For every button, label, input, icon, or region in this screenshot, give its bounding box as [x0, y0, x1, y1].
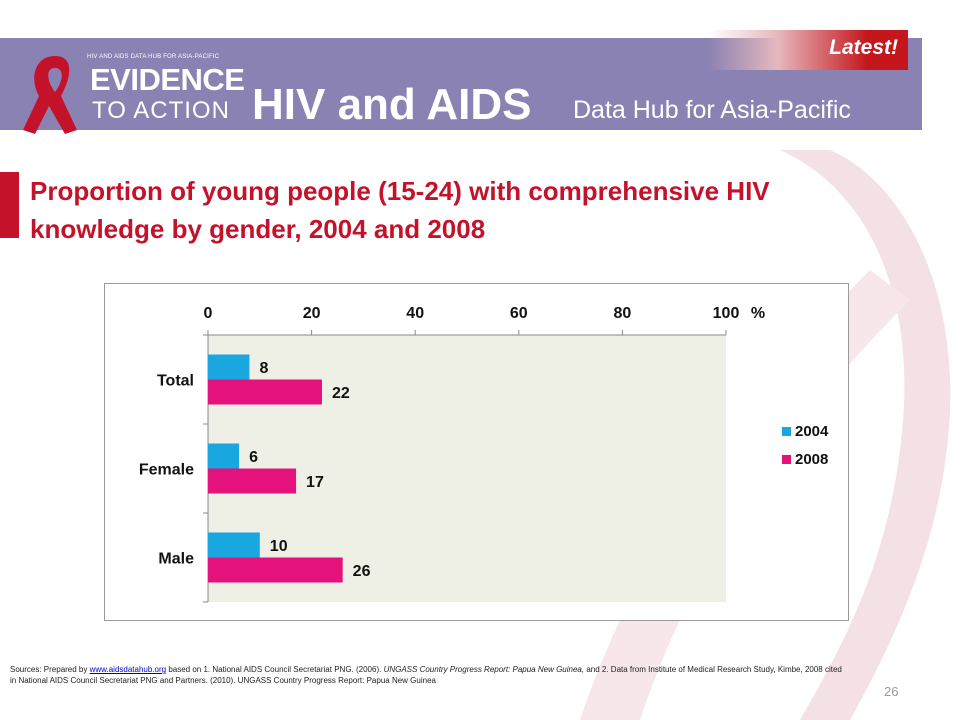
logo-evidence-text: EVIDENCE [90, 62, 245, 97]
bar-2004 [208, 443, 240, 469]
data-label: 10 [270, 538, 288, 555]
x-tick-label: 40 [406, 305, 424, 322]
bar-2008 [208, 468, 297, 494]
sources-text-2: and 2. Data from Institute of Medical Re… [10, 665, 842, 685]
sources-italic-1: UNGASS Country Progress Report: Papua Ne… [383, 665, 585, 674]
sources-link[interactable]: www.aidsdatahub.org [89, 665, 167, 674]
red-ribbon-icon [23, 56, 77, 134]
chart-container: 0 20 40 60 80 100% Total 8 22 Female 6 17 Male 10 26 20… [104, 283, 849, 621]
logo-tagline: HIV AND AIDS DATA HUB FOR ASIA-PACIFIC [87, 54, 220, 60]
latest-badge-label: Latest! [829, 36, 898, 59]
bar-chart: 0 20 40 60 80 100 % Total 8 22 Female 6 17 Male 10 26 20… [139, 305, 829, 603]
evidence-to-action-logo[interactable]: HIV AND AIDS DATA HUB FOR ASIA-PACIFIC E… [15, 44, 245, 134]
page-number: 26 [884, 684, 899, 699]
sources-prefix: Sources: Prepared by [10, 665, 90, 674]
logo-to-action-text: TO ACTION [92, 97, 230, 124]
legend-label: 2008 [795, 451, 828, 468]
x-tick-label: 100 [713, 305, 740, 322]
sources-text-1: based on 1. National AIDS Council Secret… [166, 665, 384, 674]
data-label: 26 [353, 563, 371, 580]
legend-swatch-2004 [782, 427, 791, 436]
latest-badge[interactable]: Latest! [708, 30, 908, 70]
x-tick-label: 20 [303, 305, 321, 322]
category-label: Total [157, 373, 194, 390]
data-label: 22 [332, 385, 350, 402]
bar-2008 [208, 379, 322, 405]
bar-2004 [208, 532, 260, 558]
sources-note: Sources: Prepared by www.aidsdatahub.org… [10, 664, 850, 686]
x-axis-unit: % [751, 305, 765, 322]
site-title: HIV and AIDS [252, 80, 532, 129]
bar-2004 [208, 354, 250, 380]
site-subtitle: Data Hub for Asia-Pacific [573, 96, 851, 124]
category-label: Female [139, 462, 194, 479]
data-label: 6 [249, 449, 258, 466]
x-tick-label: 80 [614, 305, 632, 322]
title-accent-bar [0, 172, 19, 238]
legend-swatch-2008 [782, 455, 791, 464]
bar-2008 [208, 557, 343, 583]
x-tick-label: 60 [510, 305, 528, 322]
x-tick-label: 0 [204, 305, 213, 322]
header-banner: HIV AND AIDS DATA HUB FOR ASIA-PACIFIC E… [0, 38, 922, 134]
category-label: Male [158, 551, 194, 568]
data-label: 8 [259, 360, 268, 377]
legend-label: 2004 [795, 423, 829, 440]
data-label: 17 [306, 474, 324, 491]
page-title: Proportion of young people (15-24) with … [30, 176, 770, 244]
